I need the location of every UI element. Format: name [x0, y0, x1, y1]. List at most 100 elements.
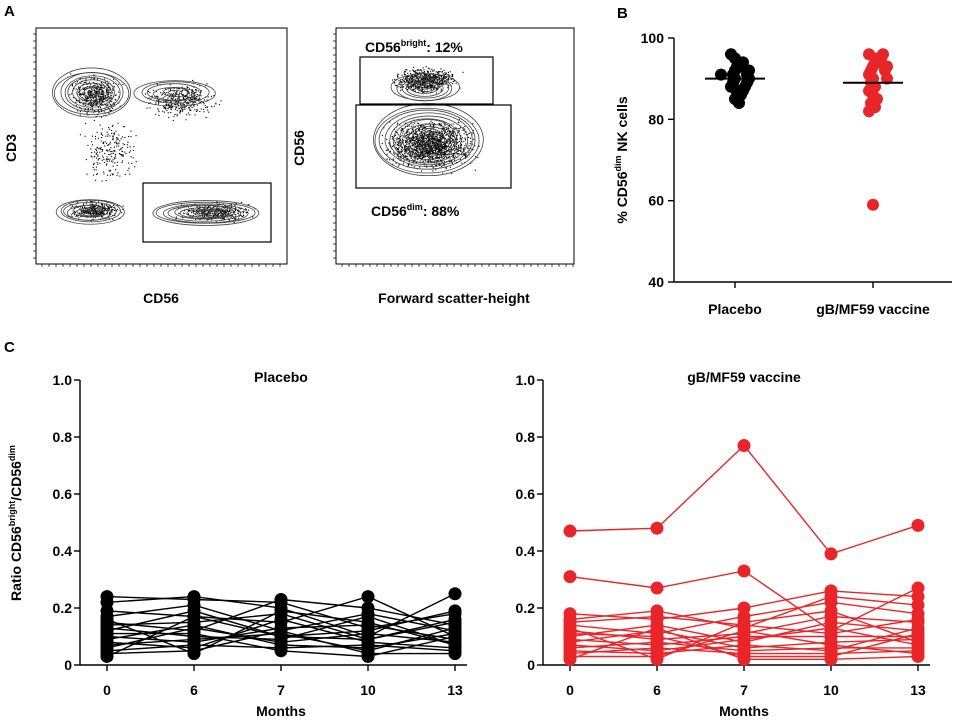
event-dot: [449, 135, 451, 137]
event-dot: [230, 204, 232, 206]
event-dot: [427, 70, 429, 72]
event-dot: [188, 107, 190, 109]
placebo-point: [448, 604, 462, 618]
event-dot: [399, 138, 401, 140]
event-dot: [456, 138, 458, 140]
event-dot: [89, 207, 91, 209]
event-dot: [102, 94, 104, 96]
event-dot: [430, 135, 432, 137]
event-dot: [410, 122, 412, 124]
event-dot: [444, 129, 446, 131]
event-dot: [89, 86, 91, 88]
event-dot: [216, 200, 218, 202]
event-dot: [465, 143, 467, 145]
event-dot: [93, 77, 95, 79]
event-dot: [411, 80, 413, 82]
event-dot: [113, 146, 115, 148]
event-dot: [415, 72, 417, 74]
event-dot: [412, 159, 414, 161]
event-dot: [404, 144, 406, 146]
event-dot: [426, 151, 428, 153]
event-dot: [90, 98, 92, 100]
event-dot: [196, 89, 198, 91]
event-dot: [103, 97, 105, 99]
event-dot: [92, 205, 94, 207]
event-dot: [223, 217, 225, 219]
event-dot: [168, 96, 170, 98]
event-dot: [89, 214, 91, 216]
event-dot: [164, 100, 166, 102]
event-dot: [428, 129, 430, 131]
event-dot: [429, 68, 431, 70]
event-dot: [116, 143, 118, 145]
event-dot: [411, 132, 413, 134]
event-dot: [414, 152, 416, 154]
event-dot: [451, 140, 453, 142]
event-dot: [436, 141, 438, 143]
event-dot: [456, 135, 458, 137]
event-dot: [133, 146, 135, 148]
event-dot: [414, 83, 416, 85]
event-dot: [78, 88, 80, 90]
event-dot: [423, 80, 425, 82]
event-dot: [423, 71, 425, 73]
b-y-tick-label: 80: [648, 111, 664, 127]
event-dot: [237, 212, 239, 214]
placebo-nk-point: [733, 97, 745, 110]
event-dot: [110, 110, 112, 112]
event-dot: [448, 75, 450, 77]
event-dot: [155, 102, 157, 104]
event-dot: [93, 210, 95, 212]
event-dot: [467, 148, 469, 150]
event-dot: [196, 212, 198, 214]
event-dot: [93, 211, 95, 213]
event-dot: [109, 135, 111, 137]
event-dot: [439, 75, 441, 77]
event-dot: [457, 145, 459, 147]
event-dot: [82, 92, 84, 94]
event-dot: [403, 72, 405, 74]
event-dot: [442, 128, 444, 130]
event-dot: [408, 75, 410, 77]
event-dot: [181, 104, 183, 106]
event-dot: [436, 79, 438, 81]
event-dot: [422, 89, 424, 91]
event-dot: [98, 111, 100, 113]
event-dot: [129, 173, 131, 175]
event-dot: [85, 203, 87, 205]
event-dot: [170, 104, 172, 106]
event-dot: [94, 135, 96, 137]
event-dot: [407, 128, 409, 130]
event-dot: [432, 133, 434, 135]
event-dot: [105, 89, 107, 91]
event-dot: [94, 151, 96, 153]
event-dot: [431, 152, 433, 154]
event-dot: [428, 155, 430, 157]
event-dot: [107, 83, 109, 85]
event-dot: [111, 95, 113, 97]
event-dot: [447, 131, 449, 133]
event-dot: [79, 98, 81, 100]
event-dot: [188, 103, 190, 105]
event-dot: [411, 154, 413, 156]
event-dot: [115, 94, 117, 96]
event-dot: [212, 207, 214, 209]
event-dot: [94, 95, 96, 97]
event-dot: [110, 151, 112, 153]
event-dot: [100, 103, 102, 105]
event-dot: [220, 211, 222, 213]
event-dot: [419, 157, 421, 159]
event-dot: [402, 79, 404, 81]
event-dot: [437, 145, 439, 147]
event-dot: [424, 151, 426, 153]
event-dot: [416, 139, 418, 141]
event-dot: [112, 138, 114, 140]
placebo-point: [274, 592, 288, 606]
event-dot: [432, 126, 434, 128]
event-dot: [109, 102, 111, 104]
event-dot: [104, 145, 106, 147]
event-dot: [440, 88, 442, 90]
event-dot: [95, 87, 97, 89]
event-dot: [430, 120, 432, 122]
event-dot: [462, 137, 464, 139]
